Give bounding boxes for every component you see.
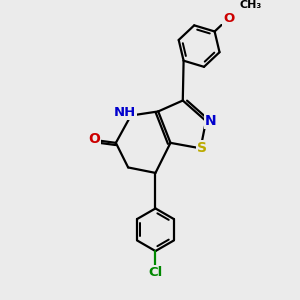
Text: O: O	[88, 132, 100, 146]
Text: NH: NH	[114, 106, 136, 119]
Text: Cl: Cl	[148, 266, 163, 279]
Text: O: O	[223, 12, 234, 25]
Text: S: S	[197, 141, 207, 155]
Text: CH₃: CH₃	[239, 0, 261, 10]
Text: N: N	[205, 114, 217, 128]
